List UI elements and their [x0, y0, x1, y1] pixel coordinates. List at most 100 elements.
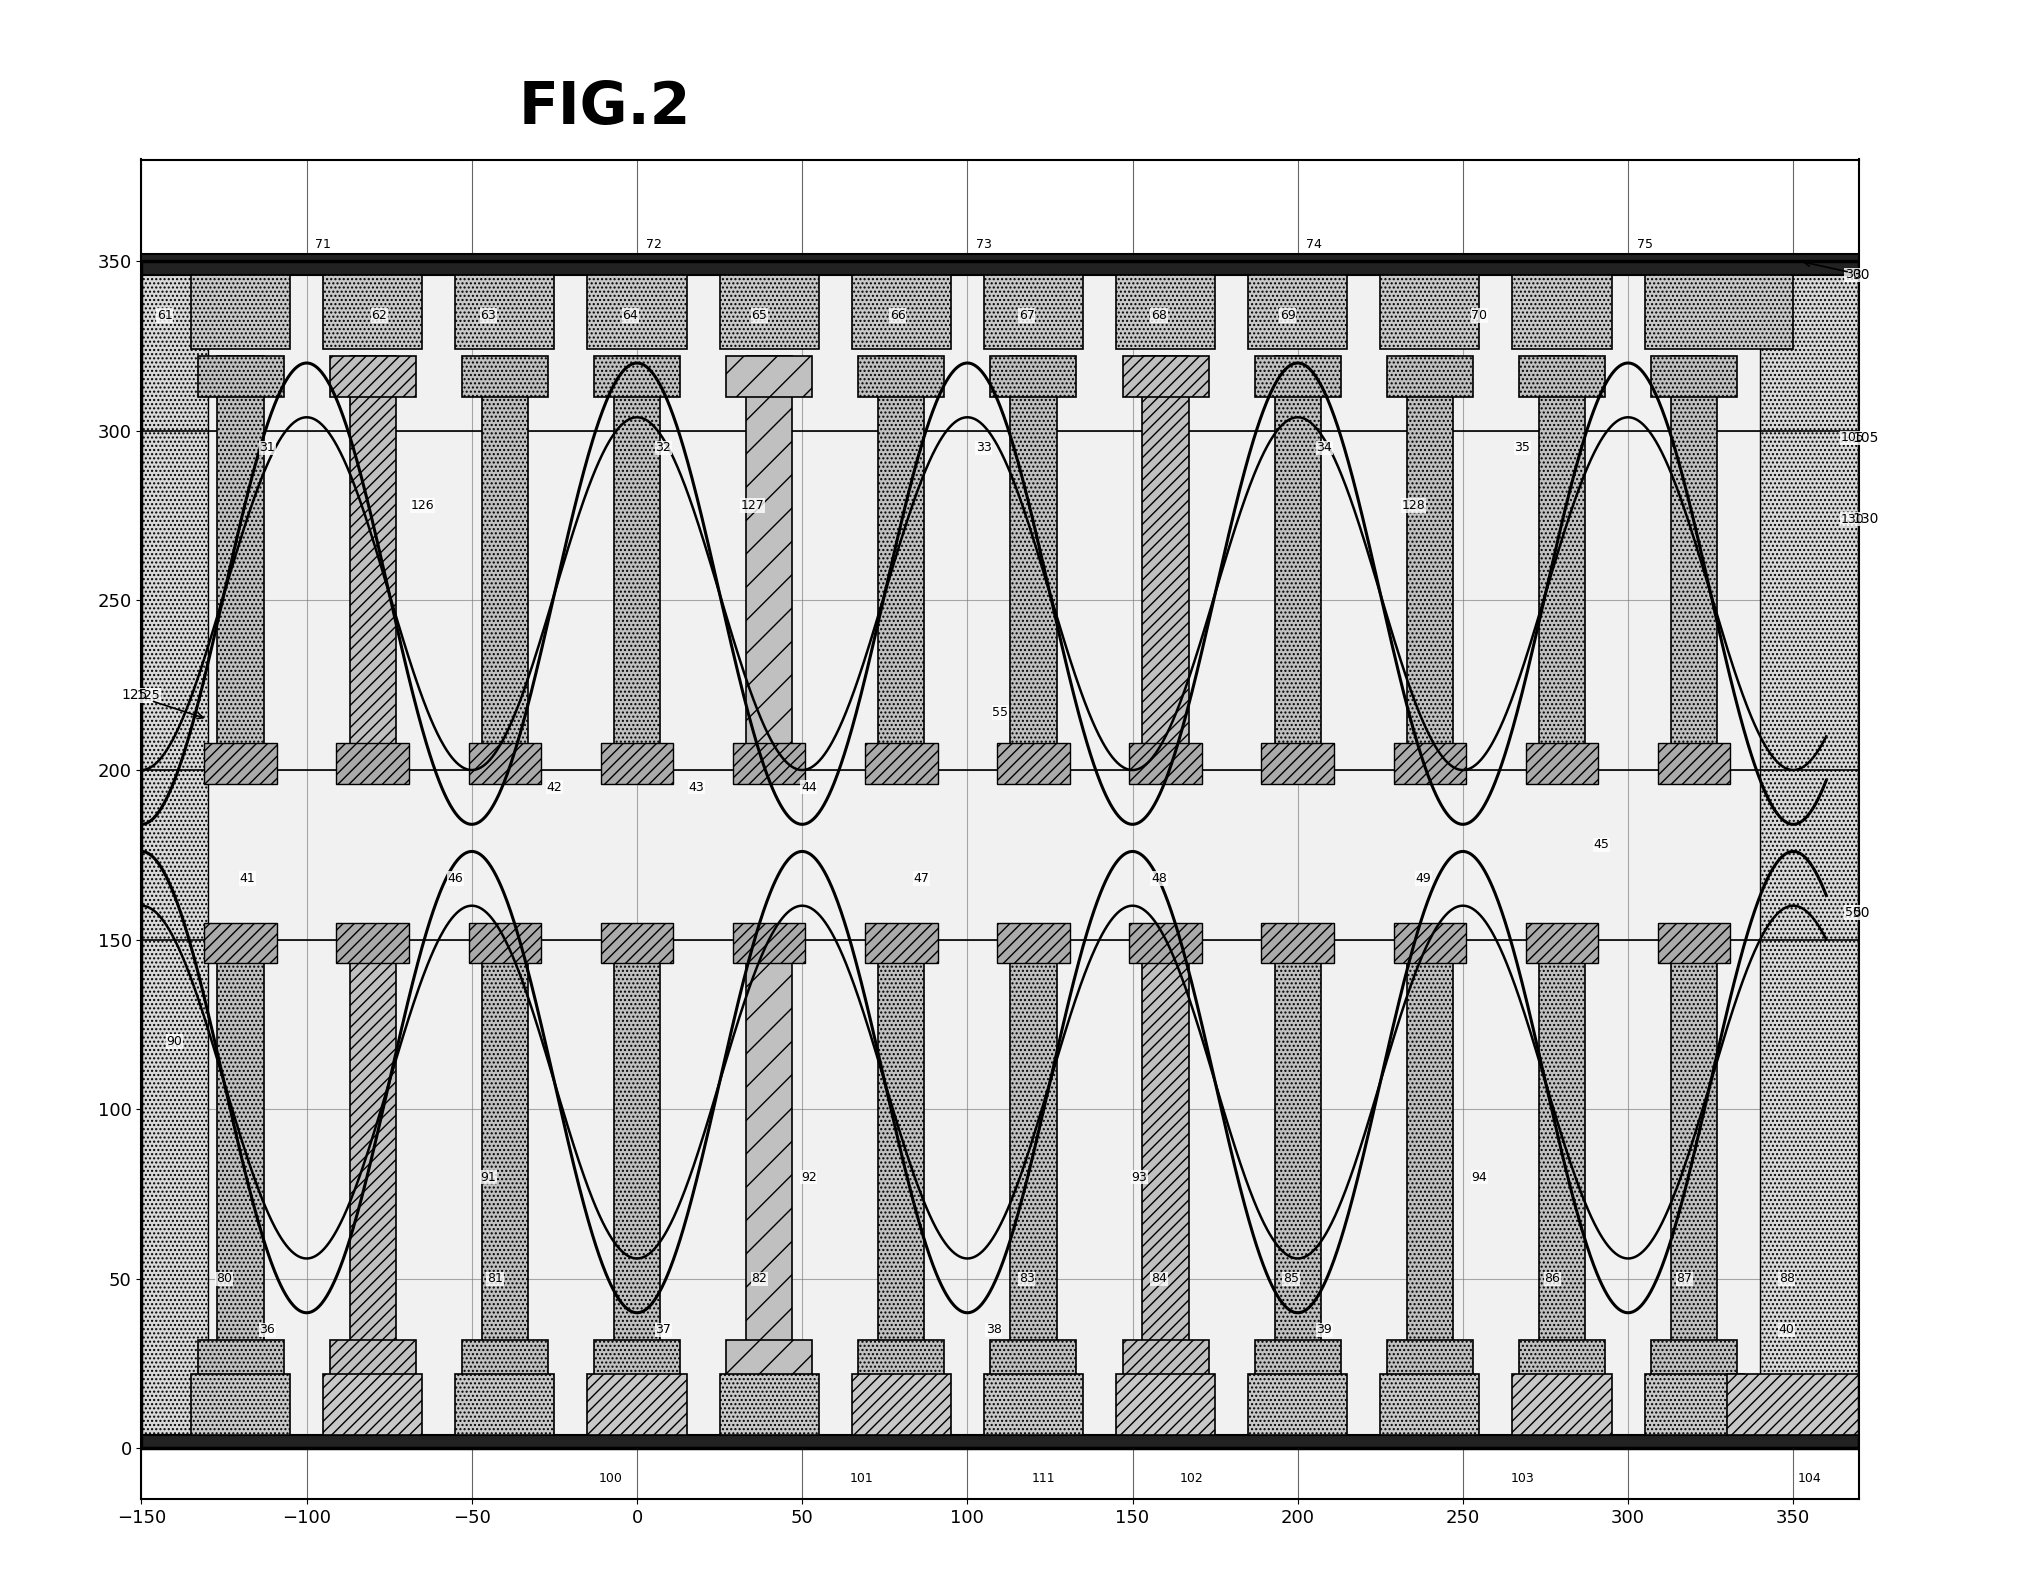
- Text: 85: 85: [1283, 1273, 1300, 1286]
- Text: 31: 31: [259, 442, 275, 455]
- Bar: [1122, 356, 1209, 397]
- Text: 75: 75: [1637, 238, 1653, 250]
- Text: 62: 62: [372, 309, 388, 322]
- Bar: [208, 262, 1760, 1448]
- Text: 86: 86: [1544, 1273, 1560, 1286]
- Bar: [1520, 1340, 1605, 1381]
- Text: 101: 101: [849, 1472, 873, 1485]
- Bar: [594, 356, 679, 397]
- Text: 48: 48: [1152, 872, 1166, 885]
- Bar: [1671, 356, 1718, 770]
- Bar: [1407, 939, 1453, 1354]
- Bar: [996, 743, 1069, 783]
- Text: 105: 105: [1841, 431, 1865, 443]
- Text: 42: 42: [546, 780, 562, 793]
- Text: 72: 72: [645, 238, 661, 250]
- Text: 50: 50: [1853, 906, 1869, 919]
- Bar: [614, 356, 661, 770]
- Text: 126: 126: [410, 499, 435, 512]
- Bar: [1651, 356, 1738, 397]
- Bar: [726, 356, 812, 397]
- Bar: [1512, 1373, 1611, 1436]
- Bar: [1407, 356, 1453, 770]
- Text: 36: 36: [259, 1324, 275, 1337]
- Text: 69: 69: [1279, 309, 1295, 322]
- Bar: [719, 274, 819, 349]
- Text: 38: 38: [986, 1324, 1002, 1337]
- Bar: [990, 356, 1077, 397]
- Text: 41: 41: [238, 872, 255, 885]
- Bar: [1116, 1373, 1215, 1436]
- Bar: [726, 1340, 812, 1381]
- Bar: [1122, 1340, 1209, 1381]
- Bar: [859, 1340, 944, 1381]
- Text: 66: 66: [889, 309, 905, 322]
- Bar: [851, 1373, 950, 1436]
- Bar: [329, 356, 416, 397]
- Bar: [879, 356, 924, 770]
- Bar: [1275, 356, 1322, 770]
- Text: 30: 30: [1845, 268, 1861, 281]
- Text: 92: 92: [800, 1171, 816, 1183]
- Text: 104: 104: [1799, 1472, 1821, 1485]
- Text: 37: 37: [655, 1324, 671, 1337]
- Bar: [1728, 1373, 1875, 1436]
- Bar: [984, 1373, 1083, 1436]
- Text: 34: 34: [1316, 442, 1332, 455]
- Text: 125: 125: [135, 689, 160, 702]
- Bar: [323, 274, 422, 349]
- Bar: [746, 356, 792, 770]
- Bar: [1130, 922, 1202, 963]
- Bar: [588, 1373, 687, 1436]
- Text: 46: 46: [447, 872, 463, 885]
- Bar: [481, 939, 527, 1354]
- Bar: [463, 356, 548, 397]
- Bar: [746, 939, 792, 1354]
- Text: 44: 44: [800, 780, 816, 793]
- Text: 102: 102: [1180, 1472, 1205, 1485]
- Text: 130: 130: [1841, 512, 1865, 525]
- Text: 47: 47: [913, 872, 930, 885]
- Text: 30: 30: [1805, 260, 1869, 282]
- Text: 82: 82: [752, 1273, 768, 1286]
- Bar: [1142, 356, 1188, 770]
- Text: 70: 70: [1471, 309, 1487, 322]
- Bar: [204, 922, 277, 963]
- Bar: [734, 743, 806, 783]
- Text: 33: 33: [976, 442, 992, 455]
- Bar: [1512, 274, 1611, 349]
- Text: 32: 32: [655, 442, 671, 455]
- Text: 80: 80: [216, 1273, 232, 1286]
- Bar: [192, 274, 291, 349]
- Bar: [600, 922, 673, 963]
- Bar: [1130, 743, 1202, 783]
- Bar: [1657, 743, 1730, 783]
- Text: 67: 67: [1019, 309, 1035, 322]
- Bar: [879, 939, 924, 1354]
- Text: 128: 128: [1401, 499, 1425, 512]
- Bar: [1651, 1340, 1738, 1381]
- Text: 63: 63: [481, 309, 497, 322]
- Text: 100: 100: [598, 1472, 622, 1485]
- Bar: [335, 922, 408, 963]
- Bar: [1116, 274, 1215, 349]
- Text: 94: 94: [1471, 1171, 1487, 1183]
- Text: 105: 105: [1853, 431, 1880, 445]
- Bar: [1255, 1340, 1340, 1381]
- Text: 49: 49: [1415, 872, 1431, 885]
- Bar: [218, 356, 263, 770]
- Bar: [198, 356, 283, 397]
- Text: 125: 125: [121, 689, 204, 719]
- Bar: [350, 939, 396, 1354]
- Text: 50: 50: [1845, 906, 1861, 919]
- Text: 91: 91: [481, 1171, 497, 1183]
- Bar: [469, 743, 542, 783]
- Text: 55: 55: [992, 707, 1008, 719]
- Bar: [734, 922, 806, 963]
- Bar: [1538, 939, 1584, 1354]
- Text: 74: 74: [1306, 238, 1322, 250]
- Text: 68: 68: [1152, 309, 1166, 322]
- Bar: [192, 1373, 291, 1436]
- Bar: [323, 1373, 422, 1436]
- Bar: [1671, 939, 1718, 1354]
